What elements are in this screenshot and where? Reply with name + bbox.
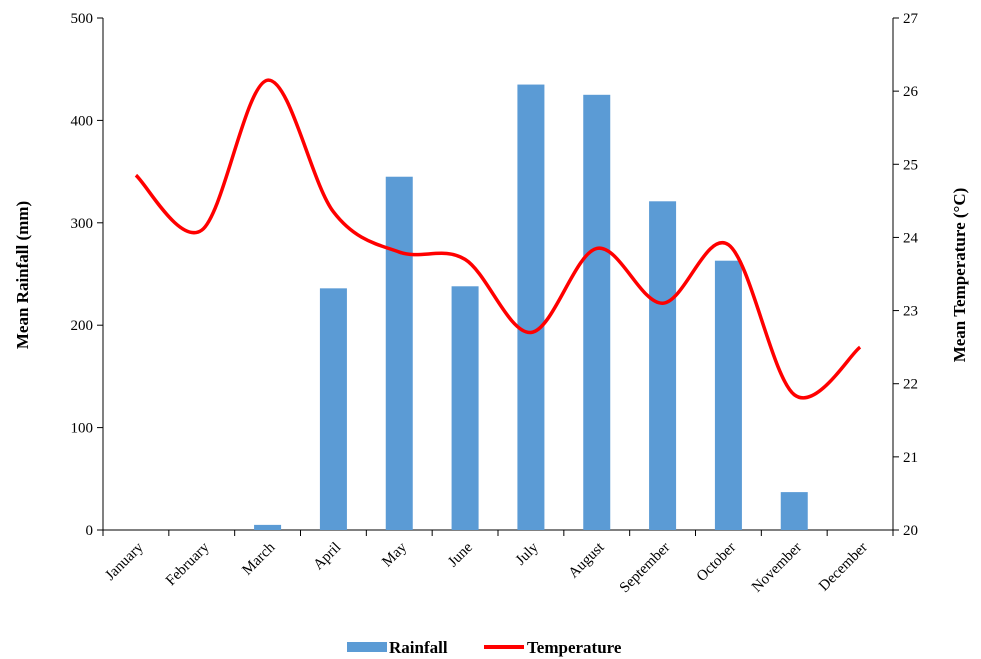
x-tick-label: December xyxy=(816,540,871,595)
rainfall-bar xyxy=(517,84,545,530)
y-right-tick-label: 21 xyxy=(903,450,918,466)
temperature-line-group xyxy=(134,78,862,400)
y-left-tick-label: 200 xyxy=(71,318,94,334)
y-right-tick-label: 25 xyxy=(903,157,918,173)
y-right-tick-label: 24 xyxy=(903,230,919,246)
rainfall-bar xyxy=(714,260,742,530)
x-tick-label: September xyxy=(617,540,674,597)
x-tick-label: March xyxy=(239,539,278,578)
legend-rainfall-swatch xyxy=(347,642,387,652)
x-tick-label: July xyxy=(513,539,542,568)
y-right-tick-label: 22 xyxy=(903,377,918,393)
rainfall-bar xyxy=(649,201,677,530)
legend-rainfall-label: Rainfall xyxy=(389,638,448,657)
y-left-tick-label: 500 xyxy=(71,11,94,27)
x-tick-label: October xyxy=(694,540,739,585)
x-tick-label: May xyxy=(379,539,410,570)
x-tick-label: April xyxy=(311,540,345,574)
x-tick-label: August xyxy=(566,539,609,582)
legend: Rainfall Temperature xyxy=(347,638,622,657)
rainfall-bar xyxy=(254,524,282,530)
x-tick-label: June xyxy=(445,539,476,570)
rainfall-bar xyxy=(385,176,413,530)
y-right-axis-title: Mean Temperature (°C) xyxy=(950,188,969,363)
temperature-line xyxy=(134,78,862,400)
legend-temperature-label: Temperature xyxy=(527,638,622,657)
x-tick-label: November xyxy=(749,540,805,596)
y-right-tick-label: 23 xyxy=(903,304,918,320)
y-right-tick-label: 20 xyxy=(903,523,918,539)
y-right-tick-label: 26 xyxy=(903,84,919,100)
rainfall-bar xyxy=(583,94,611,531)
y-left-tick-label: 400 xyxy=(71,113,94,129)
x-tick-label: February xyxy=(163,539,213,589)
rainfall-bar xyxy=(451,286,479,530)
y-left-tick-label: 100 xyxy=(71,421,94,437)
rainfall-bar xyxy=(780,492,808,530)
y-right-tick-label: 27 xyxy=(903,11,919,27)
rainfall-bars xyxy=(254,84,808,531)
y-left-tick-label: 300 xyxy=(71,216,94,232)
rainfall-bar xyxy=(319,288,347,530)
x-tick-label: January xyxy=(102,539,147,584)
y-left-axis-title: Mean Rainfall (mm) xyxy=(13,201,32,349)
y-left-tick-label: 0 xyxy=(86,523,94,539)
axes: 0 100 200 300 400 500 20 21 22 23 24 25 26 27 xyxy=(71,11,919,539)
x-tick-labels: January February March April May June July Augu… xyxy=(102,539,870,596)
